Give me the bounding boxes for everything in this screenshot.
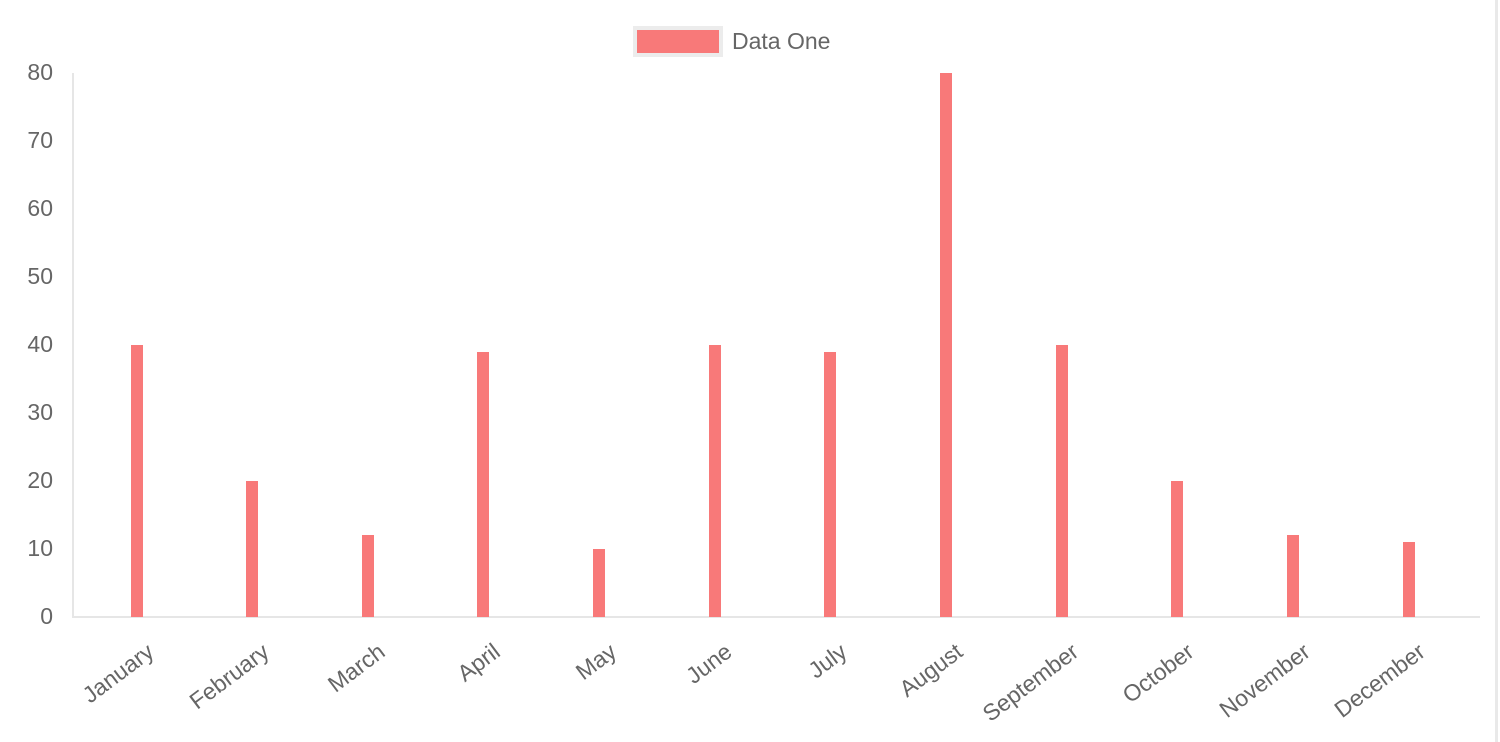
x-tick-label-may: May (570, 638, 621, 685)
x-tick-label-august: August (894, 638, 968, 702)
x-tick-label-december: December (1329, 638, 1431, 723)
bar-january[interactable] (130, 345, 143, 617)
y-tick-label-80: 80 (27, 58, 53, 85)
bar-october[interactable] (1171, 481, 1184, 617)
bar-may[interactable] (593, 549, 606, 617)
x-tick-label-january: January (77, 638, 159, 709)
y-tick-label-40: 40 (27, 330, 53, 357)
x-tick-label-september: September (977, 638, 1084, 727)
bar-september[interactable] (1055, 345, 1068, 617)
y-tick-label-30: 30 (27, 398, 53, 425)
bar-april[interactable] (477, 351, 490, 617)
legend-item-data-one[interactable]: Data One (633, 26, 830, 57)
x-tick-label-july: July (803, 638, 852, 684)
bar-june[interactable] (708, 345, 721, 617)
legend-swatch-icon (633, 26, 723, 57)
bar-february[interactable] (246, 481, 259, 617)
x-tick-label-march: March (322, 638, 390, 698)
bar-march[interactable] (361, 535, 374, 617)
x-tick-label-october: October (1117, 638, 1199, 709)
y-tick-label-50: 50 (27, 262, 53, 289)
y-tick-label-0: 0 (40, 602, 53, 629)
bar-august[interactable] (939, 73, 952, 617)
y-tick-label-10: 10 (27, 534, 53, 561)
y-tick-label-70: 70 (27, 126, 53, 153)
bar-december[interactable] (1402, 542, 1415, 617)
y-axis-line (72, 73, 74, 617)
bar-november[interactable] (1286, 535, 1299, 617)
y-tick-label-60: 60 (27, 194, 53, 221)
x-tick-label-april: April (452, 638, 506, 687)
bar-july[interactable] (824, 351, 837, 617)
x-tick-label-november: November (1214, 638, 1315, 723)
right-scrollbar-track[interactable] (1495, 0, 1498, 742)
x-tick-label-june: June (680, 638, 737, 689)
x-axis-line (72, 616, 1480, 618)
y-tick-label-20: 20 (27, 466, 53, 493)
x-tick-label-february: February (184, 638, 274, 715)
legend-label: Data One (732, 28, 831, 54)
